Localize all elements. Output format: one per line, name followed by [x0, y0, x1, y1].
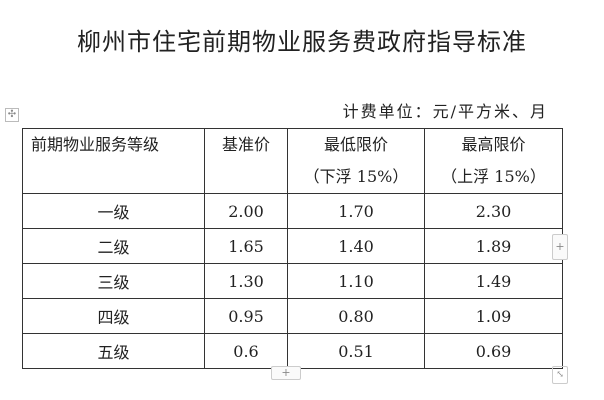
table-move-handle-icon[interactable]: ✣ — [5, 108, 19, 122]
table-row: 四级 0.95 0.80 1.09 — [22, 298, 563, 334]
table-cell[interactable]: 1.09 — [424, 298, 563, 334]
table-cell[interactable]: 0.69 — [424, 333, 563, 369]
table-cell[interactable]: 2.30 — [424, 193, 563, 229]
table-cell[interactable]: 1.70 — [287, 193, 425, 229]
table-cell[interactable]: 1.49 — [424, 263, 563, 299]
table-cell[interactable]: 0.95 — [204, 298, 288, 334]
header-cell[interactable]: 前期物业服务等级 — [22, 128, 205, 194]
table-resize-handle-icon[interactable]: ⤡ — [552, 366, 568, 384]
table-cell[interactable]: 1.10 — [287, 263, 425, 299]
table-row: 一级 2.00 1.70 2.30 — [22, 193, 563, 229]
table-row: 二级 1.65 1.40 1.89 — [22, 228, 563, 264]
table-cell[interactable]: 四级 — [22, 298, 205, 334]
header-cell[interactable]: 最高限价 （上浮 15%） — [424, 128, 563, 194]
table-row: 五级 0.6 0.51 0.69 — [22, 333, 563, 369]
fee-standard-table: 前期物业服务等级 基准价 最低限价 （下浮 15%） 最高限价 （上浮 15%） 一… — [22, 128, 563, 369]
unit-note: 计费单位：元/平方米、月 — [342, 102, 548, 121]
table-cell[interactable]: 2.00 — [204, 193, 288, 229]
table-header-row: 前期物业服务等级 基准价 最低限价 （下浮 15%） 最高限价 （上浮 15%） — [22, 128, 563, 194]
header-cell[interactable]: 基准价 — [204, 128, 288, 194]
table-cell[interactable]: 0.51 — [287, 333, 425, 369]
table-cell[interactable]: 1.40 — [287, 228, 425, 264]
add-column-button[interactable]: + — [552, 234, 568, 260]
table-cell[interactable]: 1.65 — [204, 228, 288, 264]
table-cell[interactable]: 三级 — [22, 263, 205, 299]
table-cell[interactable]: 0.80 — [287, 298, 425, 334]
table-cell[interactable]: 1.30 — [204, 263, 288, 299]
table-cell[interactable]: 二级 — [22, 228, 205, 264]
table-cell[interactable]: 一级 — [22, 193, 205, 229]
add-row-button[interactable]: + — [271, 366, 301, 380]
table-row: 三级 1.30 1.10 1.49 — [22, 263, 563, 299]
table-cell[interactable]: 0.6 — [204, 333, 288, 369]
table-cell[interactable]: 五级 — [22, 333, 205, 369]
header-cell[interactable]: 最低限价 （下浮 15%） — [287, 128, 425, 194]
document-title: 柳州市住宅前期物业服务费政府指导标准 — [77, 28, 527, 56]
table-cell[interactable]: 1.89 — [424, 228, 563, 264]
